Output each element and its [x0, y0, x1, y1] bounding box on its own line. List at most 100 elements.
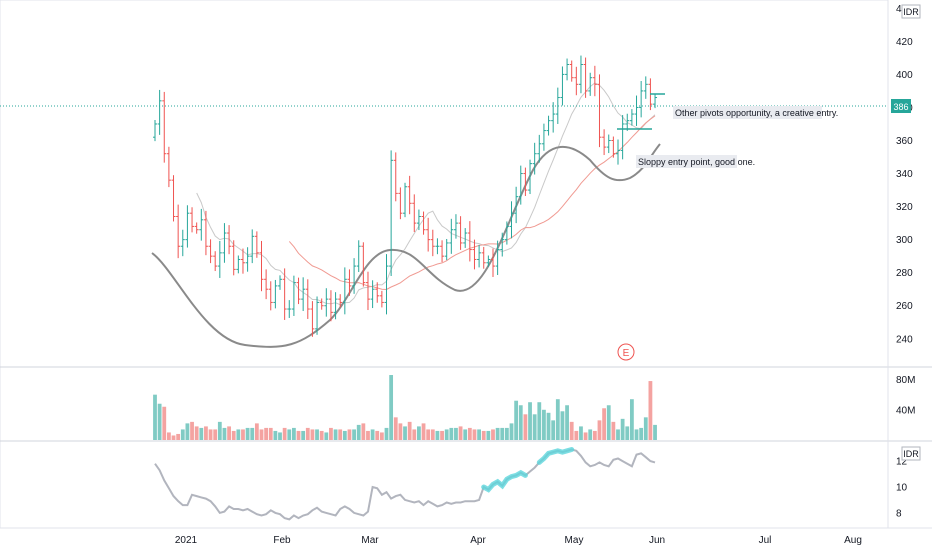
volume-bar — [629, 399, 634, 440]
ohlc-bar — [486, 255, 491, 267]
ohlc-bar — [287, 300, 292, 318]
ohlc-bar — [528, 159, 533, 195]
ohlc-bar — [370, 280, 375, 309]
volume-bar — [315, 429, 319, 440]
volume-bars — [153, 375, 657, 440]
ohlc-bar — [375, 282, 380, 303]
ohlc-bar — [291, 275, 296, 316]
volume-bar — [333, 429, 338, 440]
volume-bar — [463, 429, 468, 440]
ohlc-bar — [509, 201, 514, 239]
indicator-path — [154, 448, 656, 521]
price-tick-label: 340 — [896, 169, 913, 180]
ohlc-bar — [518, 165, 523, 205]
currency-badge-indicator-bg — [901, 446, 921, 461]
time-tick-label: Feb — [273, 535, 291, 546]
volume-bar — [435, 430, 440, 440]
volume-bar — [356, 424, 361, 440]
ohlc-bar — [602, 129, 607, 156]
volume-bar — [551, 420, 556, 440]
ohlc-bar — [389, 150, 394, 276]
time-axis-ticks: 2021 Feb Mar Apr May Jun Jul Aug — [175, 535, 862, 546]
time-tick-label: Apr — [470, 535, 486, 546]
volume-bar — [569, 421, 574, 440]
volume-bar — [643, 417, 648, 440]
price-axis-ticks: 240260280300320340360380400420440 — [896, 4, 913, 345]
ohlc-bar — [176, 204, 181, 259]
volume-bar — [555, 399, 560, 440]
volume-axis-ticks: 40M 80M — [896, 375, 915, 416]
ohlc-bar — [347, 269, 352, 296]
volume-bar — [384, 427, 389, 440]
volume-bar — [412, 429, 417, 440]
ohlc-bar — [463, 228, 468, 248]
cup-curves — [151, 143, 661, 348]
volume-bar — [648, 381, 653, 440]
earnings-marker[interactable]: E — [617, 343, 635, 361]
volume-bar — [166, 432, 171, 440]
price-tick-label: 300 — [896, 235, 913, 246]
volume-bar — [421, 423, 426, 440]
ohlc-bar — [574, 66, 579, 96]
ohlc-bar — [217, 240, 222, 278]
ohlc-bar — [190, 207, 195, 233]
ohlc-bar — [458, 216, 463, 250]
volume-bar — [430, 429, 435, 440]
ohlc-bar — [301, 277, 306, 312]
volume-bar — [588, 429, 593, 440]
volume-bar — [157, 403, 162, 440]
ohlc-bar — [500, 232, 505, 257]
volume-tick-label: 80M — [896, 375, 915, 386]
ohlc-bar — [634, 95, 639, 126]
price-tick-label: 360 — [896, 136, 913, 147]
volume-bar — [153, 394, 157, 440]
volume-bar — [301, 430, 306, 440]
ohlc-bar — [495, 240, 500, 275]
volume-bar — [472, 429, 477, 440]
ohlc-bar — [315, 296, 320, 335]
volume-bar — [532, 414, 537, 440]
ohlc-bar — [324, 288, 329, 317]
volume-bar — [296, 430, 301, 440]
ohlc-bar — [319, 298, 324, 310]
ohlc-bar — [611, 136, 616, 158]
volume-bar — [625, 426, 630, 440]
volume-bar — [273, 430, 278, 440]
volume-bar — [347, 429, 352, 440]
indicator-tick-label: 8 — [896, 508, 902, 519]
volume-bar — [634, 429, 639, 440]
earnings-marker-label: E — [623, 348, 630, 359]
volume-bar — [305, 427, 310, 440]
volume-bar — [504, 427, 509, 440]
volume-bar — [620, 418, 625, 440]
ohlc-bar — [560, 66, 565, 106]
indicator-line — [154, 447, 656, 521]
volume-bar — [259, 429, 264, 440]
time-tick-label: Jul — [759, 535, 772, 546]
volume-bar — [208, 429, 213, 440]
ohlc-bar — [555, 87, 560, 124]
ohlc-bar — [361, 242, 366, 287]
volume-bar — [467, 427, 472, 440]
volume-bar — [194, 426, 199, 440]
annotation-pivots: Other pivots opportunity, a creative ent… — [673, 106, 838, 119]
ohlc-bar — [338, 294, 343, 308]
ohlc-bar — [393, 152, 398, 202]
volume-bar — [176, 433, 181, 440]
volume-bar — [528, 402, 532, 440]
volume-bar — [329, 427, 333, 440]
ohlc-bar — [444, 238, 449, 261]
ohlc-bar — [166, 146, 171, 188]
ohlc-bar — [259, 240, 264, 292]
cup-curve-line — [151, 143, 661, 348]
volume-bar — [606, 405, 611, 440]
volume-bar — [486, 430, 491, 440]
volume-bar — [393, 417, 398, 440]
ohlc-bar — [588, 72, 593, 96]
last-price-label: 386 — [891, 99, 911, 113]
ohlc-bar — [352, 258, 357, 294]
ohlc-bar — [523, 167, 528, 197]
time-tick-label: Aug — [844, 535, 862, 546]
ohlc-bar — [282, 268, 287, 320]
volume-bar — [449, 427, 454, 440]
